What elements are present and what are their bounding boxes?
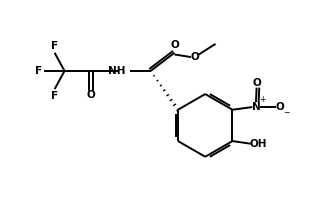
Text: O: O (87, 90, 95, 100)
Text: OH: OH (249, 139, 267, 149)
Text: −: − (283, 109, 290, 118)
Text: O: O (170, 40, 179, 50)
Text: F: F (34, 66, 42, 76)
Text: F: F (51, 41, 58, 51)
Text: O: O (191, 52, 199, 62)
Text: NH: NH (108, 66, 126, 76)
Text: O: O (253, 78, 261, 88)
Text: F: F (51, 91, 58, 101)
Text: N: N (252, 102, 260, 112)
Text: O: O (276, 102, 284, 112)
Text: +: + (259, 95, 265, 104)
